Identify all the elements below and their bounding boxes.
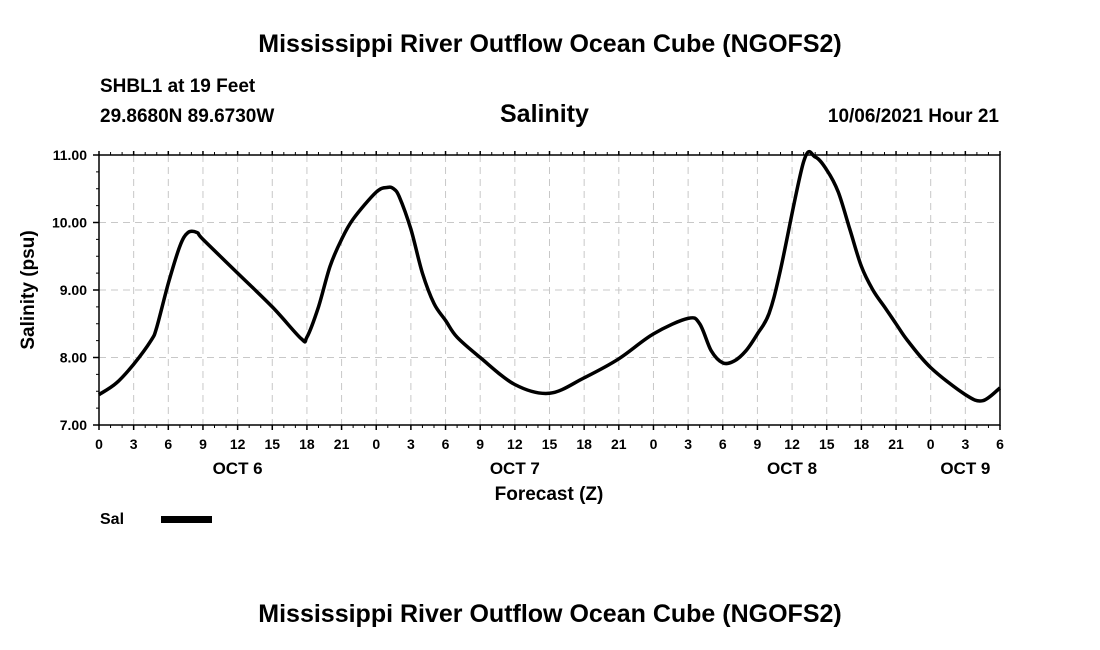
grid [99,155,1000,425]
x-tick-label: 15 [819,436,835,452]
y-tick-label: 10.00 [52,215,87,231]
axis-ticks [93,151,1001,430]
salinity-series-line [98,149,1002,403]
x-tick-label: 6 [996,436,1004,452]
y-axis-title: Salinity (psu) [18,230,39,349]
x-tick-label: 6 [442,436,450,452]
x-tick-label: 15 [264,436,280,452]
y-tick-label: 11.00 [53,147,87,163]
x-axis-title: Forecast (Z) [495,484,604,505]
x-tick-label: 3 [130,436,138,452]
footer-title: Mississippi River Outflow Ocean Cube (NG… [258,600,842,628]
x-tick-label: 15 [542,436,558,452]
legend-line-swatch [161,516,212,523]
x-tick-label: 18 [576,436,592,452]
x-tick-label: 0 [927,436,935,452]
x-tick-label: 3 [407,436,415,452]
y-tick-label: 8.00 [60,350,87,366]
x-tick-label: 0 [650,436,658,452]
x-tick-label: 18 [854,436,870,452]
day-label: OCT 8 [767,459,817,478]
x-tick-label: 3 [684,436,692,452]
x-tick-label: 12 [507,436,523,452]
x-tick-label: 18 [299,436,315,452]
x-tick-label: 9 [199,436,207,452]
day-label: OCT 7 [490,459,540,478]
x-tick-label: 21 [334,436,350,452]
chart-title: Mississippi River Outflow Ocean Cube (NG… [258,30,842,58]
x-tick-label: 3 [961,436,969,452]
day-label: OCT 9 [940,459,990,478]
x-tick-label: 0 [95,436,103,452]
station-label: SHBL1 at 19 Feet [100,76,256,97]
variable-subtitle: Salinity [500,100,589,128]
x-tick-label: 6 [164,436,172,452]
legend-label: Sal [100,511,124,528]
x-tick-label: 12 [230,436,246,452]
axis-labels: 7.00 8.00 9.00 10.00 11.00 0 3 6 9 12 15 18 21 0 3 6 9 12… [52,147,1004,478]
x-tick-label: 6 [719,436,727,452]
y-tick-label: 7.00 [60,417,87,433]
x-tick-label: 0 [372,436,380,452]
x-tick-label: 21 [888,436,904,452]
x-tick-label: 9 [754,436,762,452]
y-tick-label: 9.00 [60,282,87,298]
forecast-datetime: 10/06/2021 Hour 21 [827,106,999,127]
day-label: OCT 6 [213,459,263,478]
x-tick-label: 12 [784,436,800,452]
x-tick-label: 9 [476,436,484,452]
station-coordinates: 29.8680N 89.6730W [100,106,275,127]
x-tick-label: 21 [611,436,627,452]
